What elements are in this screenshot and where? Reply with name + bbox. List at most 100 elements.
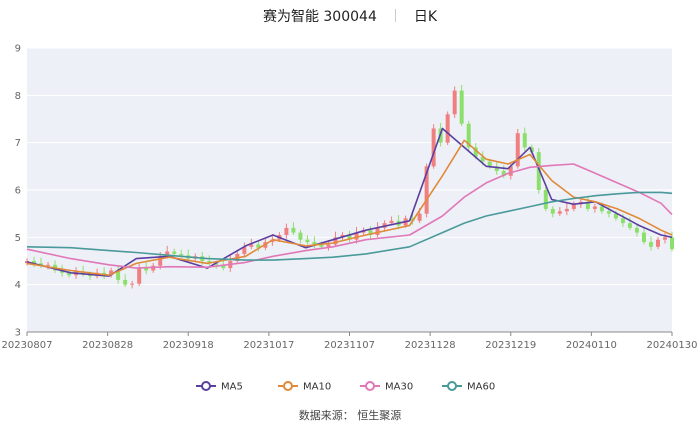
candle-body [585, 201, 590, 209]
candle-body [375, 227, 380, 235]
candle-body [662, 237, 667, 240]
candle-body [487, 161, 492, 167]
candle-body [39, 263, 44, 266]
candle-body [137, 268, 142, 284]
candle-body [130, 283, 135, 285]
candle-body [165, 251, 170, 257]
legend-label: MA60 [467, 382, 495, 393]
candle-body [550, 208, 555, 214]
candle-body [347, 234, 352, 240]
legend-item-ma30[interactable]: MA30 [360, 381, 413, 393]
candle-body [557, 211, 562, 214]
candle-body [116, 270, 121, 280]
y-tick-label: 8 [15, 91, 21, 102]
candle-body [431, 128, 436, 167]
candle-body [459, 90, 464, 124]
x-tick-label: 20230828 [82, 340, 133, 351]
x-tick-label: 20240130 [647, 340, 698, 351]
candle-body [508, 166, 513, 176]
candle-body [501, 171, 506, 176]
candle-body [284, 227, 289, 235]
candle-body [641, 232, 646, 243]
candle-body [123, 279, 128, 285]
stock-label: 赛为智能 300044 [262, 9, 377, 25]
candle-body [466, 123, 471, 148]
x-tick-label: 20231219 [485, 340, 536, 351]
candle-body [655, 239, 660, 247]
candle-body [592, 206, 597, 209]
candle-body [242, 246, 247, 254]
legend-swatch-marker [283, 381, 293, 391]
legend-item-ma5[interactable]: MA5 [196, 381, 243, 393]
candle-body [333, 237, 338, 245]
x-tick-label: 20231017 [243, 340, 294, 351]
legend-swatch-marker [447, 381, 457, 391]
candle-body [326, 244, 331, 247]
legend-swatch-marker [201, 381, 211, 391]
legend[interactable]: MA5 MA10 MA30 MA60 [196, 381, 495, 393]
candle-body [648, 242, 653, 247]
candle-body [389, 220, 394, 224]
x-tick-label: 20231107 [324, 340, 375, 351]
candle-body [627, 223, 632, 228]
candle-body [368, 230, 373, 235]
candle-body [543, 190, 548, 209]
x-axis: 20230807 20230828 20230918 20231017 20231107… [2, 331, 698, 351]
candle-body [249, 244, 254, 247]
candle-body [634, 227, 639, 233]
period-label: 日K [413, 9, 438, 25]
candle-body [480, 156, 485, 162]
series-line-ma10 [26, 139, 673, 277]
candle-body [298, 232, 303, 240]
legend-label: MA30 [385, 382, 413, 393]
candle-body [424, 166, 429, 214]
legend-item-ma10[interactable]: MA10 [278, 381, 331, 393]
candle-body [67, 272, 72, 276]
candle-body [214, 263, 219, 265]
y-tick-label: 5 [15, 233, 21, 244]
legend-item-ma60[interactable]: MA60 [442, 381, 495, 393]
candle-body [606, 211, 611, 214]
candle-body [319, 244, 324, 247]
y-axis: 3 4 5 6 7 8 9 [15, 44, 21, 339]
candle-body [599, 206, 604, 212]
data-source: 数据来源： 恒生聚源 [298, 409, 402, 422]
candle-body [60, 270, 65, 273]
x-tick-label: 20240110 [566, 340, 617, 351]
candle-body [620, 218, 625, 224]
candle-body [109, 270, 114, 276]
moving-average-lines [26, 127, 673, 277]
candle-body [354, 232, 359, 240]
grid-lines [27, 47, 672, 333]
y-tick-label: 3 [15, 328, 21, 339]
series-line-ma30 [26, 163, 673, 269]
candle-body [564, 208, 569, 212]
candle-body [536, 152, 541, 190]
candle-body [571, 204, 576, 209]
legend-label: MA5 [221, 382, 243, 393]
y-tick-label: 6 [15, 186, 21, 197]
legend-swatch-marker [365, 381, 375, 391]
candle-body [494, 166, 499, 172]
candle-body [291, 227, 296, 233]
candles [25, 84, 674, 289]
candle-body [529, 147, 534, 153]
y-tick-label: 7 [15, 138, 21, 149]
candle-body [445, 114, 450, 143]
candle-body [613, 213, 618, 219]
candle-body [417, 213, 422, 221]
title-divider [394, 9, 396, 22]
candle-body [473, 147, 478, 157]
candle-body [207, 261, 212, 264]
candle-body [179, 253, 184, 256]
candle-body [158, 256, 163, 266]
x-tick-label: 20230807 [2, 340, 53, 351]
chart-title: 赛为智能 300044 日K [0, 6, 700, 26]
candle-body [312, 242, 317, 245]
candle-body [144, 268, 149, 271]
candle-body [172, 251, 177, 254]
candle-body [46, 264, 51, 266]
y-tick-label: 9 [15, 44, 21, 55]
candle-body [305, 239, 310, 243]
